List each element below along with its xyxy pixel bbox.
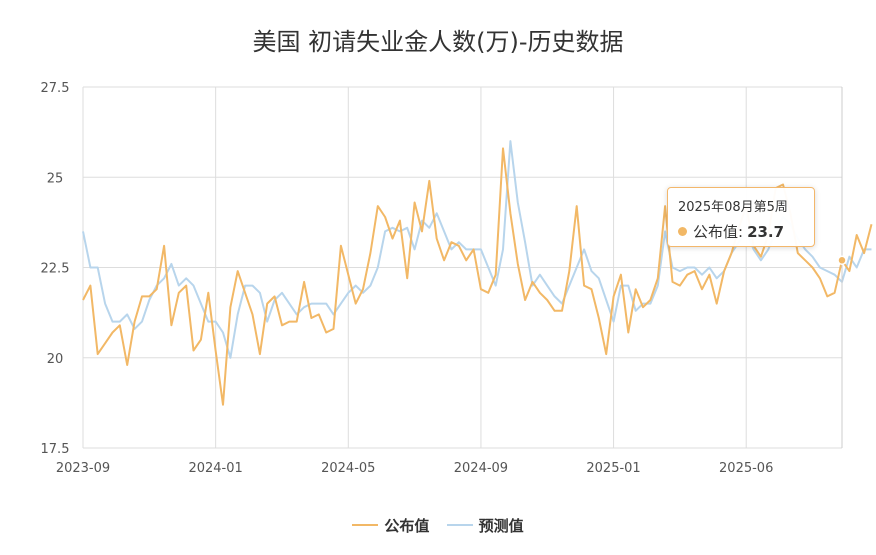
y-tick-label: 20 (47, 352, 64, 367)
legend-swatch-published (352, 524, 379, 526)
axis-layer: 17.5 20 22.5 25 27.5 2023-09 2024-01 2024-05 202… (41, 81, 774, 476)
x-tick-label: 2024-09 (454, 461, 508, 476)
legend: 公布值 预测值 (0, 512, 876, 536)
legend-label-published: 公布值 (384, 516, 430, 535)
series-line-forecast (82, 140, 872, 359)
hover-point (837, 255, 847, 266)
tooltip-row: 公布值: 23.7 (678, 221, 804, 242)
legend-item-published[interactable]: 公布值 (352, 515, 429, 536)
tooltip-date: 2025年08月第5周 (678, 200, 788, 215)
hover-layer (837, 87, 847, 448)
series-layer (82, 140, 873, 406)
x-tick-label: 2025-01 (586, 461, 640, 476)
x-tick-label: 2025-06 (719, 461, 773, 476)
y-tick-label: 17.5 (41, 442, 70, 457)
y-tick-label: 27.5 (41, 81, 70, 96)
grid-layer (82, 86, 843, 449)
x-tick-label: 2024-05 (321, 461, 375, 476)
x-tick-label: 2024-01 (188, 461, 242, 476)
x-tick-label: 2023-09 (56, 461, 110, 476)
chart-title: 美国 初请失业金人数(万)-历史数据 (252, 28, 624, 56)
tooltip-label: 公布值: (693, 223, 744, 241)
y-tick-label: 22.5 (41, 262, 70, 277)
tooltip: 2025年08月第5周 公布值: 23.7 (667, 187, 815, 247)
legend-item-forecast[interactable]: 预测值 (446, 515, 524, 536)
legend-label-forecast: 预测值 (478, 516, 524, 535)
y-tick-label: 25 (47, 171, 64, 186)
tooltip-value: 23.7 (747, 222, 785, 241)
tooltip-dot (678, 227, 687, 236)
legend-swatch-forecast (446, 524, 473, 526)
